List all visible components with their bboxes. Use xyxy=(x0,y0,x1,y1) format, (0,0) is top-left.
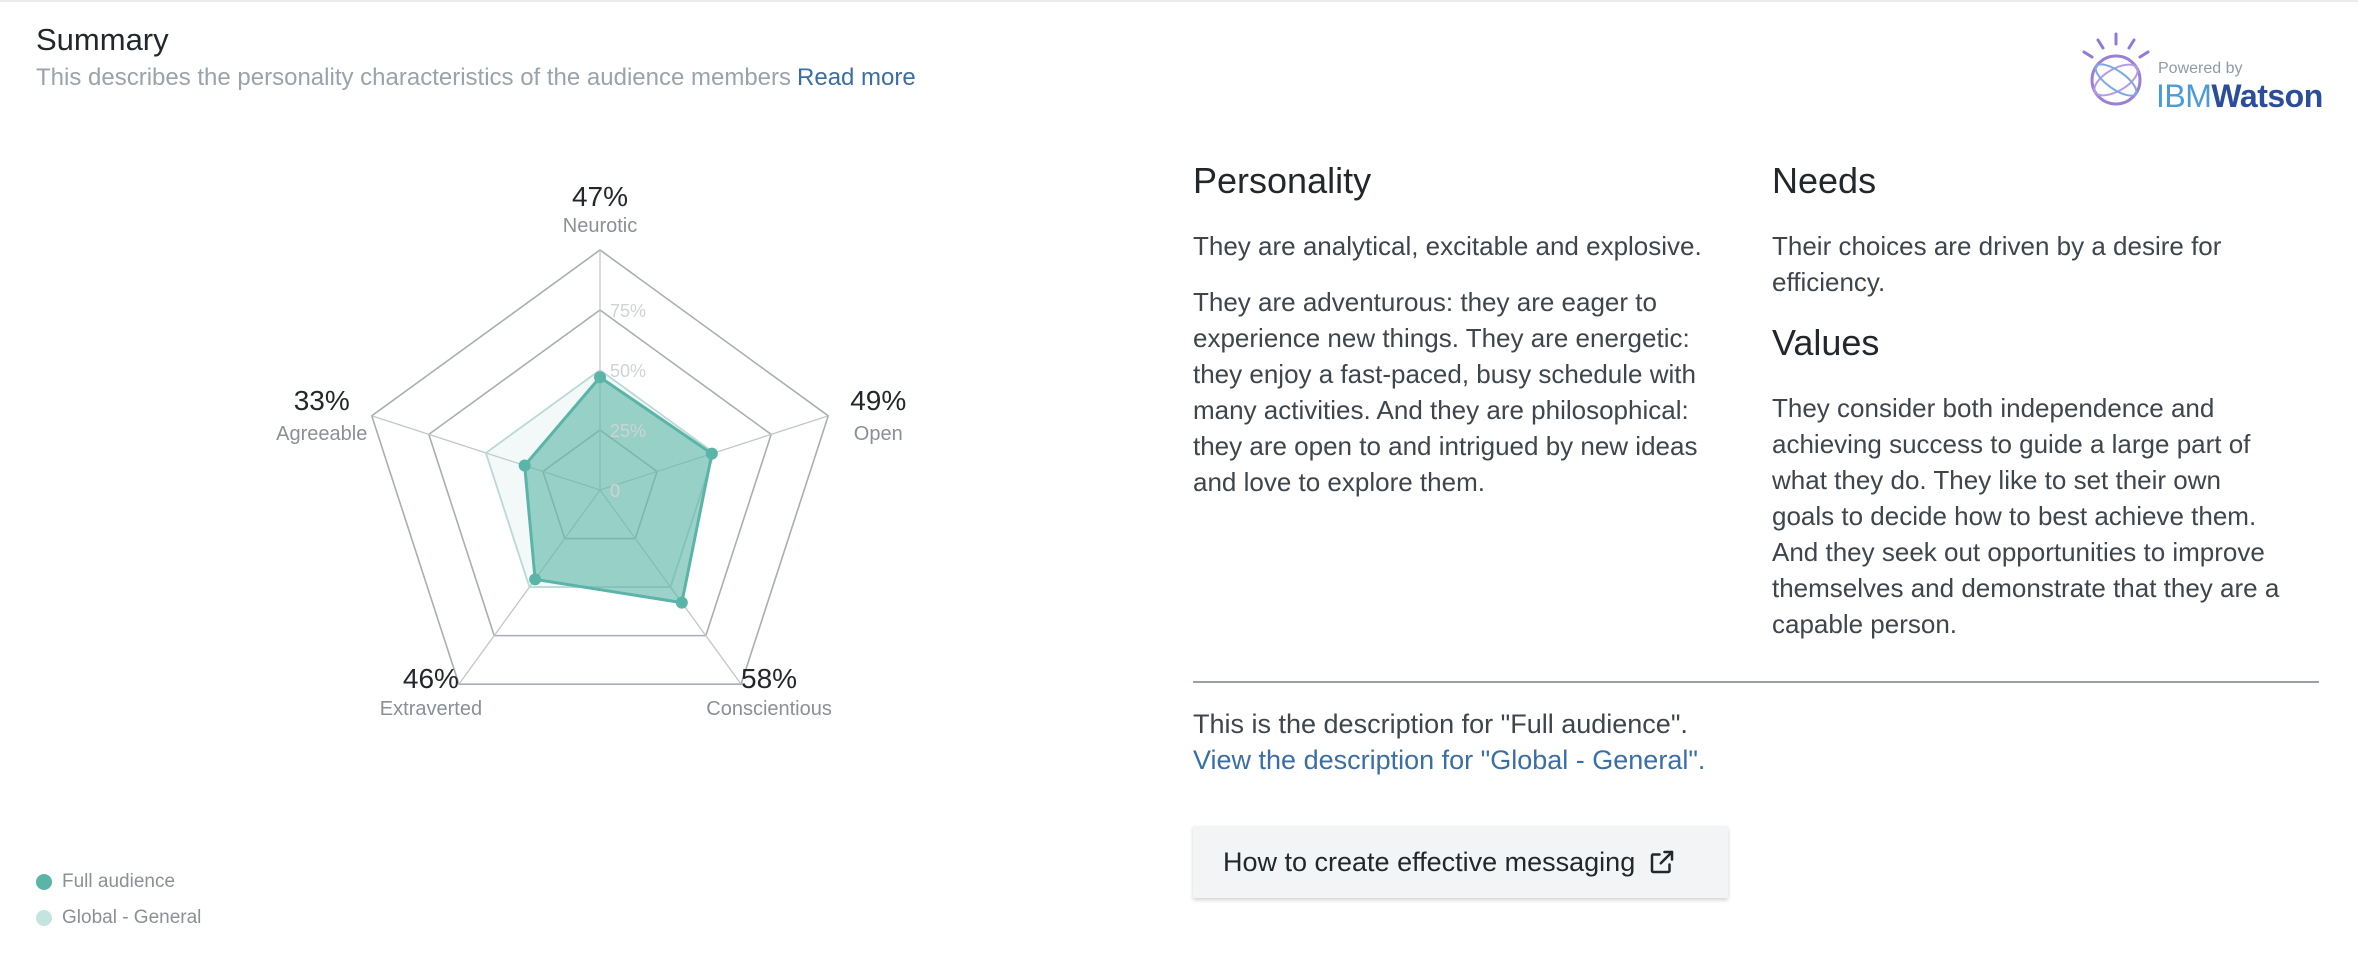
legend-dot-full-audience xyxy=(36,874,52,890)
section-divider xyxy=(1193,681,2319,683)
summary-title: Summary xyxy=(36,22,169,57)
personality-summary: They are analytical, excitable and explo… xyxy=(1193,231,1702,261)
legend-label-global-general: Global - General xyxy=(62,907,202,928)
text-line: what they do. They like to set their own xyxy=(1772,465,2221,495)
text-line: Their choices are driven by a desire for xyxy=(1772,231,2222,261)
effective-messaging-button[interactable]: How to create effective messaging xyxy=(1193,826,1728,898)
radar-axis-label: Conscientious xyxy=(706,698,832,720)
series-area-full-audience xyxy=(523,375,714,605)
text-line: They are adventurous: they are eager to xyxy=(1193,287,1657,317)
series-point xyxy=(675,596,688,609)
text-line: they are open to and intrigued by new id… xyxy=(1193,431,1698,461)
radar-axis-label: Neurotic xyxy=(563,215,637,237)
chart-legend: Full audience Global - General xyxy=(36,864,201,936)
values-heading: Values xyxy=(1772,322,1880,363)
text-line: capable person. xyxy=(1772,609,1958,639)
current-description-text: This is the description for "Full audien… xyxy=(1193,709,1688,739)
radar-ring-label: 75% xyxy=(610,301,646,321)
summary-subtitle-text: This describes the personality character… xyxy=(36,64,792,91)
text-line: and love to explore them. xyxy=(1193,467,1485,497)
legend-item-global-general[interactable]: Global - General xyxy=(36,900,201,936)
radar-ring-label: 0 xyxy=(610,481,620,501)
radar-value-label: 33% xyxy=(294,385,350,416)
audience-description: This is the description for "Full audien… xyxy=(1193,706,1705,778)
legend-dot-global-general xyxy=(36,910,52,926)
radar-ring-label: 50% xyxy=(610,361,646,381)
radar-value-label: 46% xyxy=(403,663,459,694)
summary-subtitle: This describes the personality character… xyxy=(36,64,916,92)
ibm-watson-logo: Powered by IBMWatson xyxy=(2076,28,2330,114)
series-point xyxy=(705,447,718,460)
legend-item-full-audience[interactable]: Full audience xyxy=(36,864,201,900)
text-line: They consider both independence and xyxy=(1772,393,2215,423)
radar-value-label: 47% xyxy=(572,181,628,212)
radar-axis-label: Open xyxy=(854,423,903,445)
personality-details: They are adventurous: they are eager to … xyxy=(1193,284,1697,500)
personality-heading: Personality xyxy=(1193,160,1372,201)
read-more-link[interactable]: Read more xyxy=(797,64,916,91)
text-line: efficiency. xyxy=(1772,267,1886,297)
needs-heading: Needs xyxy=(1772,160,1877,201)
external-link-icon xyxy=(1647,847,1677,877)
text-line: many activities. And they are philosophi… xyxy=(1193,395,1689,425)
text-line: achieving success to guide a large part … xyxy=(1772,429,2251,459)
values-text: They consider both independence and achi… xyxy=(1772,390,2279,642)
top-divider xyxy=(0,0,2358,2)
legend-label-full-audience: Full audience xyxy=(62,871,176,892)
watson-globe-icon xyxy=(2082,32,2150,106)
text-line: And they seek out opportunities to impro… xyxy=(1772,537,2265,567)
radar-axis-label: Agreeable xyxy=(276,423,367,445)
series-point xyxy=(518,459,531,472)
text-line: themselves and demonstrate that they are… xyxy=(1772,573,2280,603)
global-description-link[interactable]: View the description for "Global - Gener… xyxy=(1193,745,1706,775)
effective-messaging-label: How to create effective messaging xyxy=(1223,846,1636,877)
needs-text: Their choices are driven by a desire for… xyxy=(1772,228,2221,300)
series-point xyxy=(594,371,606,384)
radar-axis-label: Extraverted xyxy=(380,698,482,720)
text-line: experience new things. They are energeti… xyxy=(1193,323,1690,353)
powered-by-label: Powered by xyxy=(2158,60,2243,77)
ibm-watson-wordmark: IBMWatson xyxy=(2156,78,2323,114)
series-point xyxy=(529,573,542,586)
text-line: goals to decide how to best achieve them… xyxy=(1772,501,2257,531)
text-line: they enjoy a fast-paced, busy schedule w… xyxy=(1193,359,1696,389)
radar-value-label: 49% xyxy=(850,385,906,416)
radar-ring-label: 25% xyxy=(610,421,646,441)
personality-radar-chart: 0 25% 50% 75% 47% Neurotic 49% Open 58% Conscient… xyxy=(276,181,906,720)
radar-value-label: 58% xyxy=(741,663,797,694)
